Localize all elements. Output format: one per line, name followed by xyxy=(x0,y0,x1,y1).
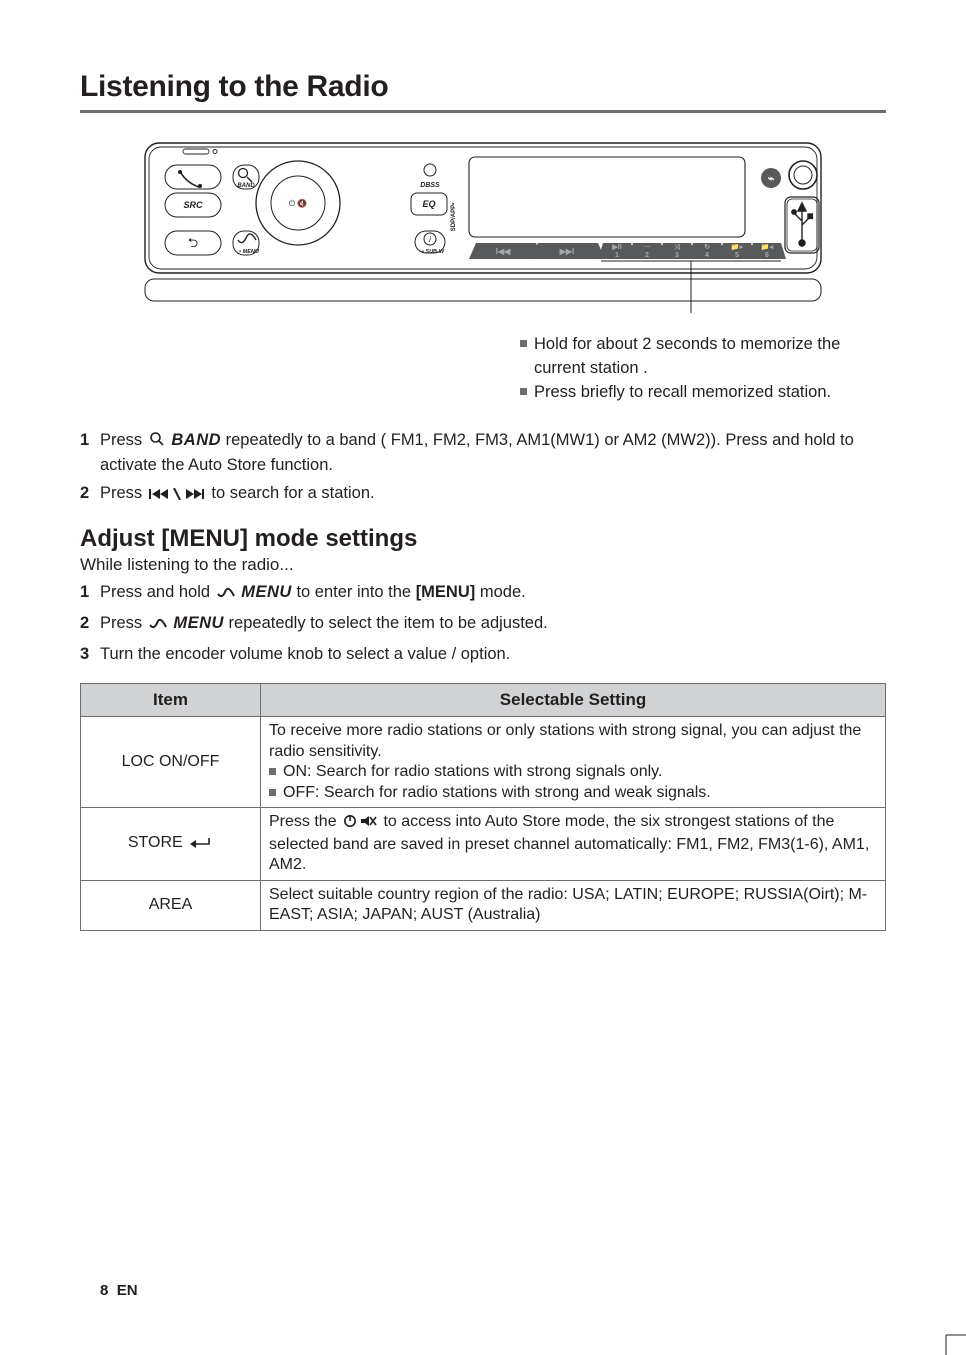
loc-off: OFF: Search for radio stations with stro… xyxy=(283,783,711,803)
svg-text:⮌: ⮌ xyxy=(188,235,198,250)
svg-text:📁◂: 📁◂ xyxy=(761,243,774,251)
menu-step-3: 3 Turn the encoder volume knob to select… xyxy=(80,643,886,666)
step-number: 1 xyxy=(80,581,100,606)
page-lang: EN xyxy=(117,1282,138,1299)
step-1-prefix: Press xyxy=(100,431,147,449)
svg-text:⋯: ⋯ xyxy=(644,244,651,251)
svg-text:↻: ↻ xyxy=(704,244,710,251)
menu-label: MENU xyxy=(241,583,292,601)
svg-text:5: 5 xyxy=(735,252,739,259)
svg-text:I◀◀: I◀◀ xyxy=(496,247,511,256)
magnifier-icon xyxy=(149,431,165,454)
svg-text:📁▸: 📁▸ xyxy=(731,243,744,251)
callout-line-1: Hold for about 2 seconds to memorize the… xyxy=(534,333,886,381)
power-mute-icon xyxy=(343,814,377,834)
step-number: 2 xyxy=(80,482,100,507)
car-stereo-svg: ⏻ 🔇 SRC ⮌ xyxy=(143,135,823,325)
device-illustration: ⏻ 🔇 SRC ⮌ xyxy=(80,135,886,325)
table-row: STORE Press the xyxy=(81,808,886,880)
item-loc: LOC ON/OFF xyxy=(81,717,261,808)
step-1: 1 Press BAND repeatedly to a band ( FM1,… xyxy=(80,429,886,477)
title-rule xyxy=(80,110,886,113)
menu-step-1: 1 Press and hold MENU to enter into the … xyxy=(80,581,886,606)
setting-store: Press the to access into Auto xyxy=(261,808,886,880)
table-row: LOC ON/OFF To receive more radio station… xyxy=(81,717,886,808)
menu-steps: 1 Press and hold MENU to enter into the … xyxy=(80,581,886,665)
svg-text:3: 3 xyxy=(675,252,679,259)
svg-text:• SUB-W: • SUB-W xyxy=(422,249,445,255)
dbss-label: DBSS xyxy=(420,182,440,189)
svg-text:▶▶I: ▶▶I xyxy=(559,247,575,256)
item-area: AREA xyxy=(81,880,261,930)
svg-text:• MENU: • MENU xyxy=(239,249,260,255)
crop-marks xyxy=(916,1305,966,1355)
band-mini-label: BAND xyxy=(237,183,255,189)
loc-on: ON: Search for radio stations with stron… xyxy=(283,762,662,782)
main-steps: 1 Press BAND repeatedly to a band ( FM1,… xyxy=(80,429,886,507)
callout-line-2: Press briefly to recall memorized statio… xyxy=(534,381,831,405)
subheading: Adjust [MENU] mode settings xyxy=(80,525,886,553)
svg-text:i: i xyxy=(429,235,431,244)
menu-step-3-text: Turn the encoder volume knob to select a… xyxy=(100,643,510,666)
step-2: 2 Press to search for a station. xyxy=(80,482,886,507)
page-footer: 8 EN xyxy=(100,1282,138,1299)
prev-next-icon xyxy=(149,484,205,507)
menu-step-2-prefix: Press xyxy=(100,614,147,632)
page-title: Listening to the Radio xyxy=(80,70,886,104)
menu-step-2: 2 Press MENU repeatedly to select the it… xyxy=(80,612,886,637)
svg-text:⏻ 🔇: ⏻ 🔇 xyxy=(289,198,308,208)
svg-text:▶II: ▶II xyxy=(611,244,621,251)
th-setting: Selectable Setting xyxy=(261,684,886,717)
bullet-icon xyxy=(520,340,527,347)
band-label: BAND xyxy=(171,431,221,449)
bullet-icon xyxy=(520,388,527,395)
check-icon xyxy=(217,583,235,606)
step-number: 3 xyxy=(80,643,100,666)
step-2-suffix: to search for a station. xyxy=(211,484,374,502)
svg-text:6: 6 xyxy=(765,252,769,259)
svg-text:4: 4 xyxy=(705,252,709,259)
table-row: AREA Select suitable country region of t… xyxy=(81,880,886,930)
menu-label: MENU xyxy=(173,614,224,632)
th-item: Item xyxy=(81,684,261,717)
preset-buttons-group: ▶II 1 ⋯ 2 ⤨ 3 ↻ xyxy=(469,243,786,259)
enter-icon xyxy=(189,835,211,855)
store-pre: Press the xyxy=(269,813,341,830)
menu-step-1-prefix: Press and hold xyxy=(100,583,215,601)
page-number: 8 xyxy=(100,1282,108,1299)
intro-text: While listening to the radio... xyxy=(80,555,886,575)
bullet-icon xyxy=(269,789,276,796)
svg-text:⌁: ⌁ xyxy=(768,173,775,185)
bullet-icon xyxy=(269,768,276,775)
svg-text:SDP/APP•: SDP/APP• xyxy=(451,203,457,231)
svg-text:2: 2 xyxy=(645,252,649,259)
menu-step-2-suffix: repeatedly to select the item to be adju… xyxy=(229,614,548,632)
menu-step-1-suffix: to enter into the [MENU] mode. xyxy=(296,583,525,601)
callout-block: Hold for about 2 seconds to memorize the… xyxy=(520,333,886,405)
check-icon xyxy=(149,614,167,637)
step-number: 1 xyxy=(80,429,100,477)
setting-loc: To receive more radio stations or only s… xyxy=(261,717,886,808)
item-store: STORE xyxy=(81,808,261,880)
step-2-prefix: Press xyxy=(100,484,147,502)
settings-table: Item Selectable Setting LOC ON/OFF To re… xyxy=(80,683,886,930)
src-label: SRC xyxy=(183,200,203,210)
step-number: 2 xyxy=(80,612,100,637)
setting-area: Select suitable country region of the ra… xyxy=(261,880,886,930)
eq-label: EQ xyxy=(422,199,435,209)
loc-lead: To receive more radio stations or only s… xyxy=(269,721,877,762)
svg-text:1: 1 xyxy=(615,252,619,259)
svg-text:⤨: ⤨ xyxy=(674,243,680,251)
